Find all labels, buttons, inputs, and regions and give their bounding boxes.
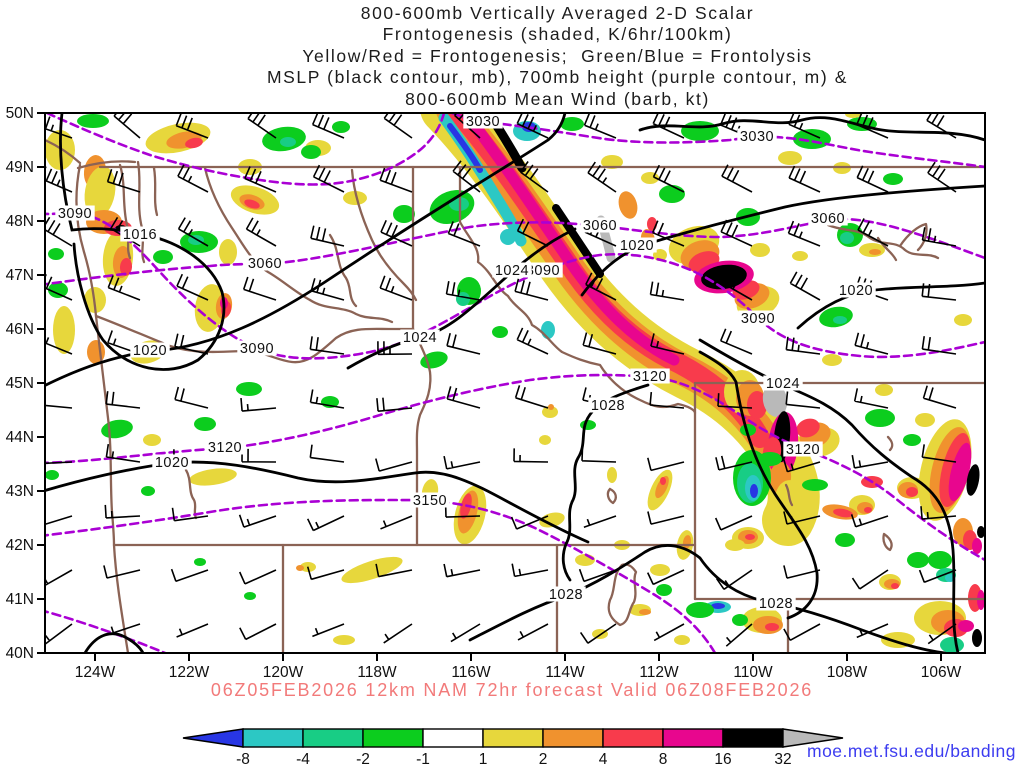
contour-label: 3060 [583,218,617,234]
credit-link[interactable]: moe.met.fsu.edu/banding [807,741,1016,762]
contour-label: 3090 [526,263,560,279]
colorbar-value-label: 32 [774,751,791,768]
contour-label: 1028 [759,596,793,612]
colorbar-value-label: 1 [479,751,488,768]
contour-label: 1020 [839,283,873,299]
title-line-4: MSLP (black contour, mb), 700mb height (… [266,67,849,88]
title-line-2: Frontogenesis (shaded, K/6hr/100km) [382,24,733,45]
contour-label: 1024 [403,330,437,346]
lon-tick-label: 106W [921,664,962,681]
contour-label: 3060 [248,256,282,272]
lat-tick-label: 48N [6,213,34,230]
contour-label: 3120 [208,440,242,456]
contour-label: 3090 [240,341,274,357]
contour-label: 3120 [786,442,820,458]
title-line-3: Yellow/Red = Frontogenesis; Green/Blue =… [302,45,813,66]
colorbar-value-label: -1 [416,751,430,768]
colorbar-value-label: 16 [714,751,731,768]
contour-label: 3060 [811,211,845,227]
contour-label: 3030 [466,114,500,130]
contour-label: 1020 [133,343,167,359]
colorbar-value-label: 8 [659,751,668,768]
contour-label: 3120 [633,369,667,385]
colorbar-value-label: 4 [599,751,608,768]
contour-labels: 3030 3030 3060 3060 3060 3090 3090 3090 3090 3120… [55,113,876,612]
lat-tick-label: 50N [6,105,34,122]
contour-label: 1024 [766,376,800,392]
lon-tick-label: 124W [75,664,116,681]
lon-tick-label: 118W [357,664,397,681]
lat-tick-label: 47N [6,267,34,284]
lat-tick-label: 41N [6,591,34,608]
contour-label: 3030 [740,129,774,145]
contour-label: 1028 [591,398,625,414]
contour-label: 3090 [58,206,92,222]
lat-tick-label: 49N [6,159,34,176]
title-block: 800-600mb Vertically Averaged 2-D Scalar… [90,3,1024,110]
contour-label: 3090 [741,311,775,327]
banding-url[interactable]: moe.met.fsu.edu/banding [807,741,1016,761]
colorbar-value-label: 2 [539,751,548,768]
title-line-5: 800-600mb Mean Wind (barb, kt) [405,88,710,109]
contour-label: 1028 [549,587,583,603]
wind-barbs [45,113,957,647]
lat-tick-label: 45N [6,375,34,392]
lon-tick-label: 116W [451,664,491,681]
contour-label: 1024 [495,263,529,279]
lat-tick-label: 40N [6,645,34,662]
contour-label: 1020 [155,455,189,471]
lon-tick-label: 120W [263,664,304,681]
lon-tick-label: 114W [545,664,585,681]
lon-tick-label: 122W [169,664,210,681]
lat-tick-label: 46N [6,321,34,338]
contour-label: 1016 [123,227,157,243]
colorbar-value-label: -2 [356,751,370,768]
contour-label: 3150 [413,493,447,509]
title-line-1: 800-600mb Vertically Averaged 2-D Scalar [360,3,755,23]
contour-label: 1020 [620,238,654,254]
lat-tick-label: 42N [6,537,34,554]
lat-tick-label: 43N [6,483,34,500]
colorbar-value-label: -4 [296,751,310,768]
lat-tick-label: 44N [6,429,34,446]
lon-tick-label: 112W [639,664,679,681]
axis-labels: 50N 49N 48N 47N 46N 45N 44N 43N 42N 41N 40N 124W 122… [6,105,962,681]
lon-tick-label: 108W [827,664,868,681]
forecast-caption: 06Z05FEB2026 12km NAM 72hr forecast Vali… [210,680,814,700]
frontogenesis-shading [45,113,985,653]
colorbar-legend: -8 -4 -2 -1 1 2 4 8 16 32 [182,728,844,768]
lon-tick-label: 110W [733,664,773,681]
colorbar-value-label: -8 [236,751,250,768]
